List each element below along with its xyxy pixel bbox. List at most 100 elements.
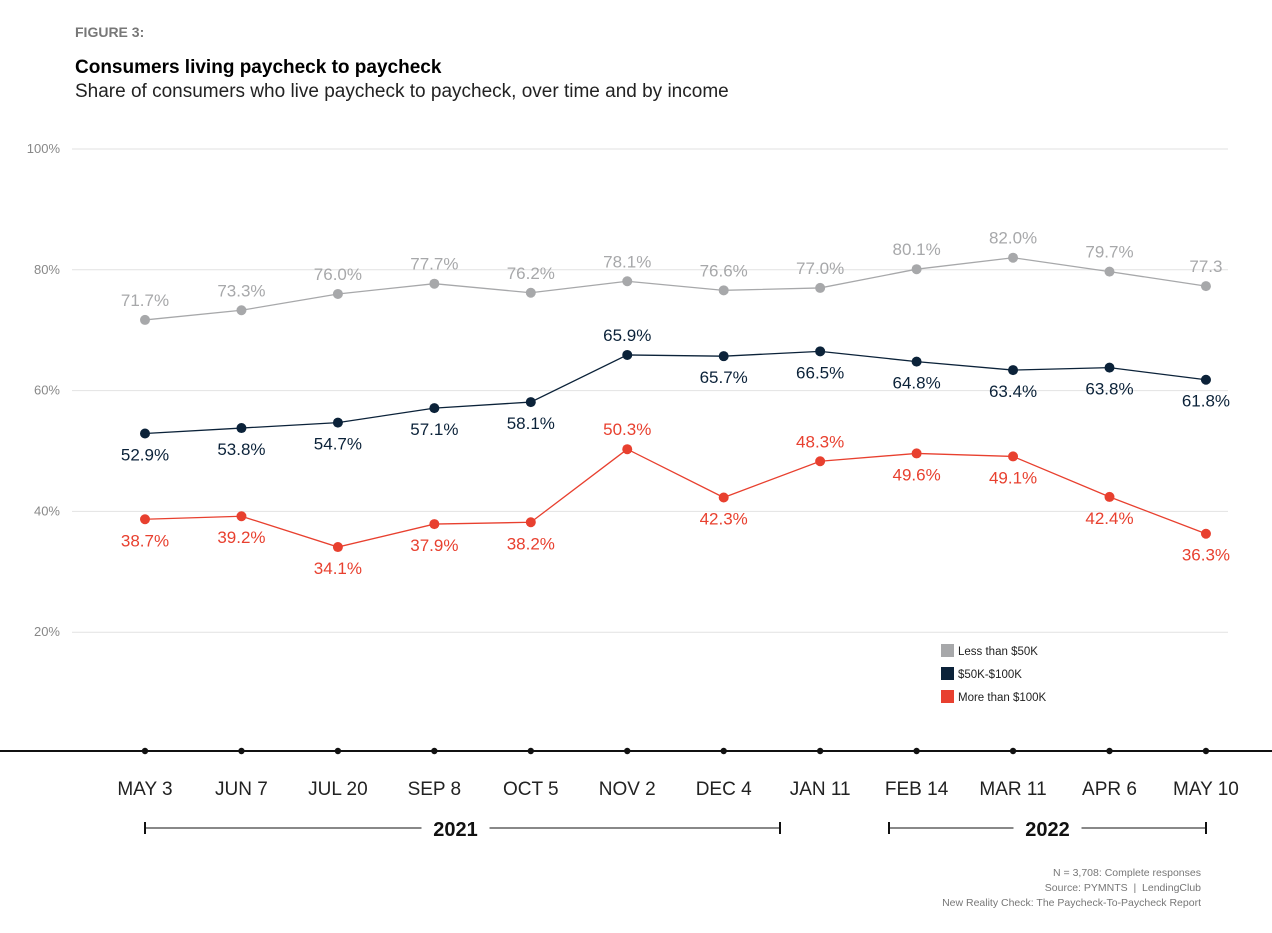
x-tick-label: MAY 3 [117, 779, 172, 800]
data-label: 71.7% [121, 291, 169, 310]
data-label: 78.1% [603, 252, 651, 271]
data-label: 38.2% [507, 534, 555, 553]
data-point [525, 517, 536, 528]
y-tick-label: 80% [34, 262, 60, 277]
x-axis-tick [334, 747, 342, 755]
x-tick-label: APR 6 [1082, 779, 1137, 800]
chart-subtitle: Share of consumers who live paycheck to … [75, 81, 729, 102]
source-notes: N = 3,708: Complete responses Source: PY… [942, 866, 1201, 911]
data-label: 76.2% [507, 264, 555, 283]
x-tick-label: MAY 10 [1173, 779, 1239, 800]
data-point [140, 428, 150, 439]
x-tick-label: JUL 20 [308, 779, 368, 800]
y-tick-label: 40% [34, 503, 60, 518]
legend-swatch [941, 644, 954, 657]
year-label: 2022 [1025, 819, 1070, 841]
data-point [1104, 362, 1115, 373]
data-label: 37.9% [410, 536, 458, 555]
chart-title: Consumers living paycheck to paycheck [75, 57, 442, 78]
x-tick-label: DEC 4 [696, 779, 752, 800]
legend-swatch [941, 690, 954, 703]
data-point [911, 264, 922, 275]
data-point [429, 519, 440, 530]
series-line [144, 257, 1207, 321]
data-label: 39.2% [217, 528, 265, 547]
x-axis-tick [1009, 747, 1017, 755]
data-label: 79.7% [1085, 243, 1133, 262]
data-point [429, 403, 440, 414]
note-source: Source: PYMNTS | LendingClub [1044, 882, 1201, 894]
data-label: 76.6% [700, 261, 748, 280]
data-point [332, 542, 343, 553]
data-label: 54.7% [314, 435, 362, 454]
legend-label: $50K-$100K [958, 669, 1022, 681]
data-point [815, 282, 826, 293]
x-axis-tick [431, 747, 438, 755]
y-tick-label: 20% [34, 624, 60, 639]
data-label: 49.6% [892, 465, 940, 484]
data-point [718, 492, 729, 503]
data-point [1200, 281, 1211, 292]
data-label: 64.8% [892, 374, 940, 393]
series-line [144, 448, 1207, 548]
x-axis-tick [1202, 747, 1210, 755]
x-axis-tick [141, 747, 149, 755]
x-axis-tick [720, 747, 727, 755]
x-tick-label: OCT 5 [503, 779, 559, 800]
y-tick-label: 60% [34, 383, 60, 398]
data-point [622, 444, 633, 455]
data-point [1104, 266, 1115, 277]
data-label: 77.0% [796, 259, 844, 278]
data-label: 58.1% [507, 414, 555, 433]
x-tick-label: NOV 2 [599, 779, 656, 800]
data-label: 50.3% [603, 420, 651, 439]
legend-swatch [941, 667, 954, 680]
series-line [144, 350, 1207, 435]
data-label: 76.0% [314, 265, 362, 284]
data-label: 42.4% [1085, 509, 1133, 528]
x-tick-label: JAN 11 [790, 779, 851, 800]
data-label: 80.1% [892, 240, 940, 259]
data-label: 77.3 [1189, 257, 1222, 276]
data-point [622, 349, 633, 360]
x-tick-label: MAR 11 [979, 779, 1046, 800]
data-label: 66.5% [796, 363, 844, 382]
data-point [815, 346, 826, 357]
x-tick-label: SEP 8 [408, 779, 462, 800]
data-point [429, 278, 440, 289]
data-label: 49.1% [989, 468, 1037, 487]
data-point [718, 351, 729, 362]
legend-label: More than $100K [958, 692, 1047, 704]
x-axis-tick [238, 747, 245, 755]
note-report: New Reality Check: The Paycheck-To-Paych… [942, 897, 1201, 909]
data-label: 42.3% [700, 510, 748, 529]
note-sample: N = 3,708: Complete responses [1053, 867, 1201, 879]
data-label: 48.3% [796, 432, 844, 451]
data-label: 65.7% [700, 368, 748, 387]
data-point [1200, 374, 1211, 385]
data-label: 61.8% [1182, 392, 1230, 411]
x-axis-tick [816, 747, 824, 755]
x-tick-label: JUN 7 [215, 779, 268, 800]
data-point [1200, 528, 1211, 539]
data-label: 77.7% [410, 255, 458, 274]
legend-label: Less than $50K [958, 646, 1038, 658]
data-point [525, 287, 536, 298]
data-label: 36.3% [1182, 546, 1230, 565]
data-label: 57.1% [410, 420, 458, 439]
data-point [911, 356, 922, 367]
y-tick-label: 100% [27, 141, 61, 156]
x-axis-tick [624, 747, 631, 755]
data-label: 38.7% [121, 531, 169, 550]
data-point [332, 288, 343, 299]
x-axis-tick [527, 747, 534, 755]
data-point [236, 511, 247, 522]
x-tick-label: FEB 14 [885, 779, 949, 800]
data-label: 82.0% [989, 229, 1037, 248]
data-point [718, 285, 729, 296]
data-point [622, 276, 633, 287]
data-point [1008, 252, 1019, 263]
data-point [525, 397, 536, 408]
data-label: 73.3% [217, 281, 265, 300]
data-label: 63.4% [989, 382, 1037, 401]
